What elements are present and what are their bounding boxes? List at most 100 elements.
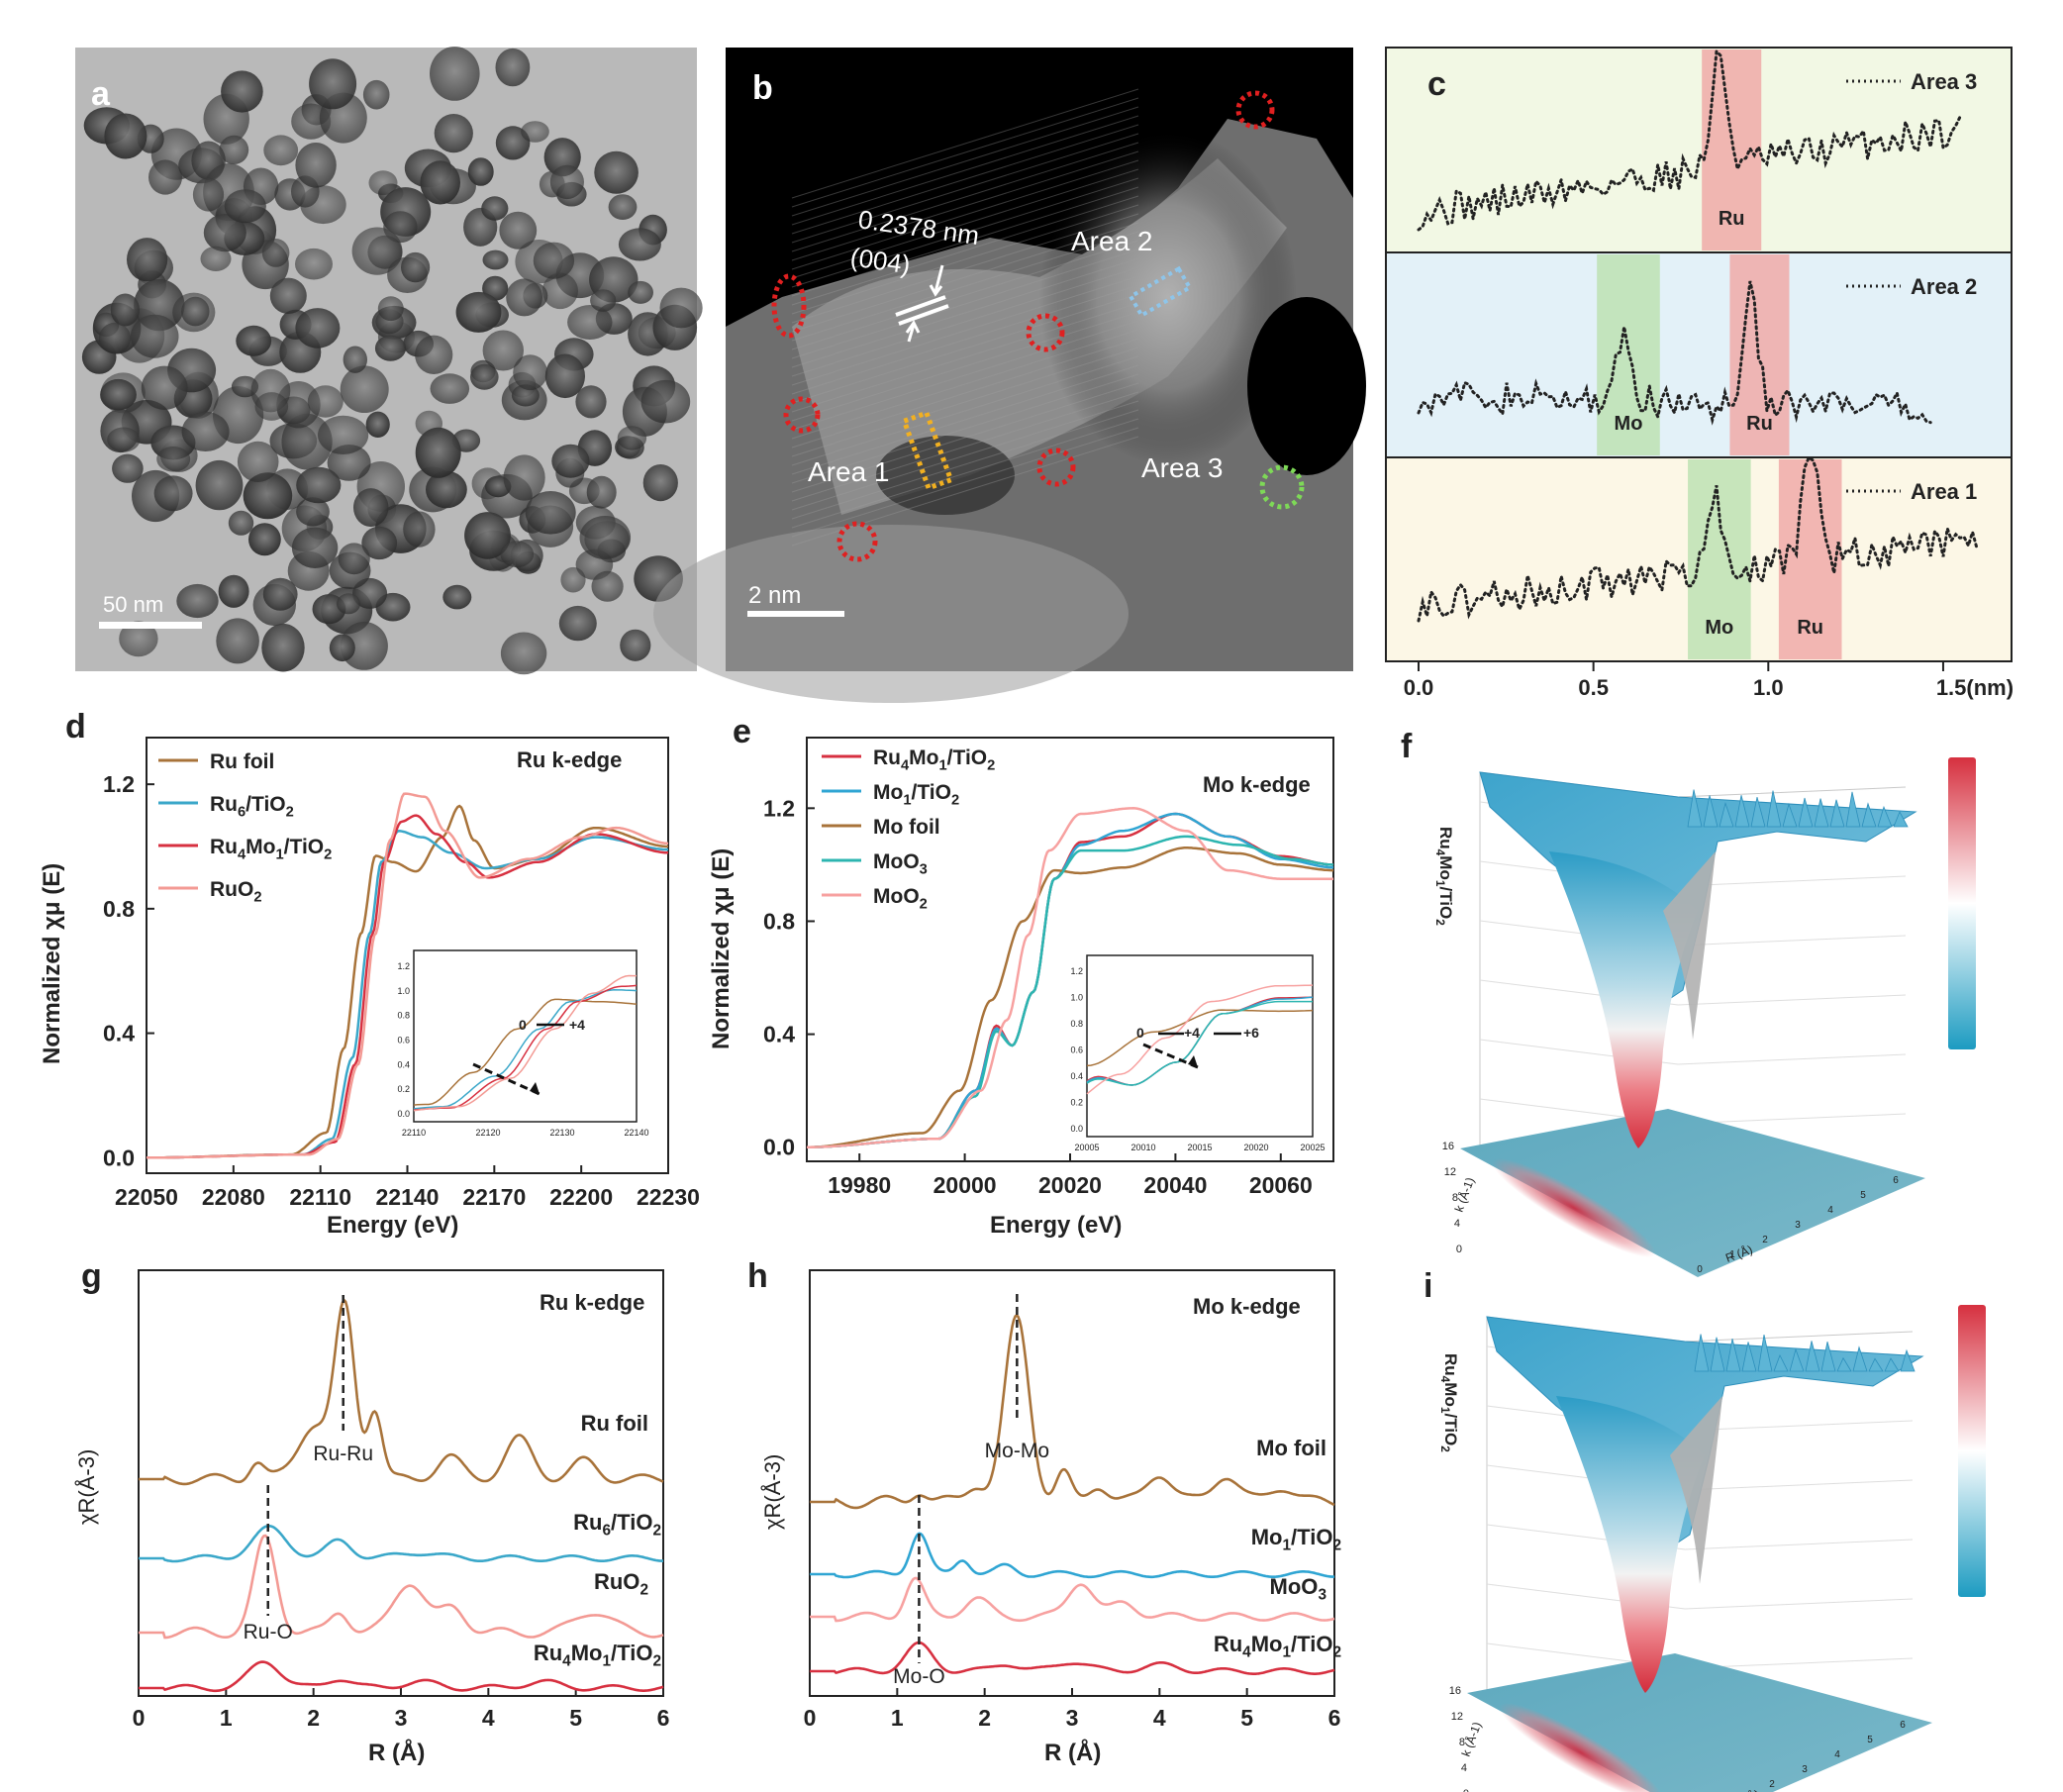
panel-h-edge-label: Mo k-edge (1193, 1294, 1301, 1319)
tem-particle (248, 523, 281, 556)
tem-particle (377, 296, 404, 322)
lattice-fringe (791, 355, 1139, 466)
floor-hotspot (1499, 1703, 1663, 1792)
x-tick-label: 4 (1153, 1705, 1166, 1731)
inset-x-label: 22110 (402, 1128, 426, 1138)
x-tick-label: 22080 (202, 1184, 265, 1210)
panel-h-letter: h (747, 1257, 768, 1295)
k-tick-label: 0 (1456, 1244, 1462, 1255)
panel-h-ylabel: χR(Å-3) (760, 1454, 785, 1530)
panel-e-xlabel: Energy (eV) (990, 1212, 1122, 1239)
tem-particle (243, 472, 293, 520)
tem-particle (340, 365, 389, 414)
tem-particle (181, 296, 210, 327)
tem-particle (340, 622, 388, 670)
lattice-fringe (791, 320, 1139, 431)
r-tick-label: 5 (1867, 1735, 1873, 1745)
tem-particle (130, 314, 179, 358)
tem-particle (351, 227, 403, 275)
tem-particle (567, 305, 613, 340)
tem-particle (291, 527, 339, 568)
lattice-fringe (791, 427, 1139, 538)
r-tick-label: 6 (1900, 1720, 1906, 1731)
surface-spike (1868, 1357, 1884, 1372)
tem-particle (594, 150, 639, 194)
surface-spike (1694, 1334, 1710, 1372)
tem-particle (533, 242, 575, 279)
surface-spike (1820, 1342, 1836, 1372)
ft-curve-1 (139, 1525, 664, 1563)
surface-spike (1725, 1338, 1741, 1372)
x-tick-label: 5 (569, 1705, 582, 1731)
lattice-fringe (791, 240, 1139, 350)
x-tick-label: 1 (220, 1705, 233, 1731)
panel-c-letter: c (1427, 65, 1446, 103)
profile-area-2 (1417, 280, 1932, 426)
surface-spike (1814, 798, 1829, 828)
tem-particle (482, 330, 524, 371)
tem-particle (237, 441, 279, 482)
ft-curve-1 (810, 1532, 1335, 1579)
surface-spike (1900, 1348, 1916, 1372)
x-tick-label: 0 (133, 1705, 146, 1731)
surface-spike (1734, 795, 1750, 828)
lattice-fringe (791, 329, 1139, 440)
lattice-fringe (791, 115, 1139, 226)
tem-particle (628, 280, 653, 304)
funnel-well (1556, 1396, 1705, 1693)
inset-frame (1086, 954, 1314, 1138)
tem-particle (495, 48, 531, 87)
lattice-fringe (791, 213, 1139, 324)
y-tick-label: 0.4 (103, 1021, 135, 1046)
tem-particle (203, 214, 246, 252)
lattice-fringe (791, 88, 1139, 199)
surface-spike (1829, 799, 1845, 828)
inset-x-label: 22120 (475, 1128, 500, 1138)
tem-particle (558, 605, 597, 642)
lattice-fringe (791, 293, 1139, 404)
lattice-fringe (791, 338, 1139, 448)
inset-curve (1086, 984, 1314, 1095)
tem-particle (353, 488, 389, 528)
surface-spike (1852, 1345, 1868, 1372)
lattice-fringe (791, 409, 1139, 520)
surface-spike (1750, 796, 1766, 828)
tem-particle (579, 516, 632, 559)
panel-d-edge-label: Ru k-edge (517, 747, 622, 772)
x-tick-label: 22110 (289, 1184, 351, 1210)
tem-particle (506, 278, 542, 317)
y-tick-label: 0.8 (763, 908, 795, 934)
tem-particle (608, 194, 638, 221)
tem-particle (521, 121, 549, 143)
tem-particle (442, 584, 472, 610)
lattice-fringe (791, 266, 1139, 377)
surface-spike (1861, 802, 1877, 828)
lattice-fringe (791, 302, 1139, 413)
tem-particle (361, 526, 398, 560)
floor-plane (1460, 1109, 1925, 1277)
inset-arrow (1142, 1043, 1199, 1069)
tem-particle (401, 251, 431, 283)
tem-particle (591, 570, 624, 602)
ft-curve-3 (139, 1660, 664, 1693)
lattice-fringe (791, 257, 1139, 368)
inset-x-label: 20015 (1187, 1143, 1212, 1152)
tem-particle (560, 566, 586, 593)
ft-curve-3 (810, 1641, 1335, 1675)
band-label-ru: Ru (1797, 617, 1823, 639)
panel-c-line-profiles: Ru Mo Ru Mo Ru Area 3 Area 2 Area 1 0.0 0.5 1.0 1… (1385, 47, 2014, 700)
tem-particle (618, 228, 661, 261)
grid-line (1677, 875, 1907, 887)
legend-label: RuO2 (210, 878, 262, 905)
legend-label: MoO2 (873, 885, 928, 912)
inset-y-label: 1.0 (1070, 993, 1083, 1003)
inset-x-label: 22140 (624, 1128, 648, 1138)
inset-arrowhead (1188, 1055, 1198, 1067)
x-tick-label: 4 (482, 1705, 495, 1731)
x-tick-label: 22200 (549, 1184, 613, 1210)
k-tick-label: 12 (1444, 1166, 1456, 1178)
profile-area-1 (1417, 454, 1979, 623)
tem-particle (262, 577, 298, 611)
lattice-fringe (791, 222, 1139, 333)
